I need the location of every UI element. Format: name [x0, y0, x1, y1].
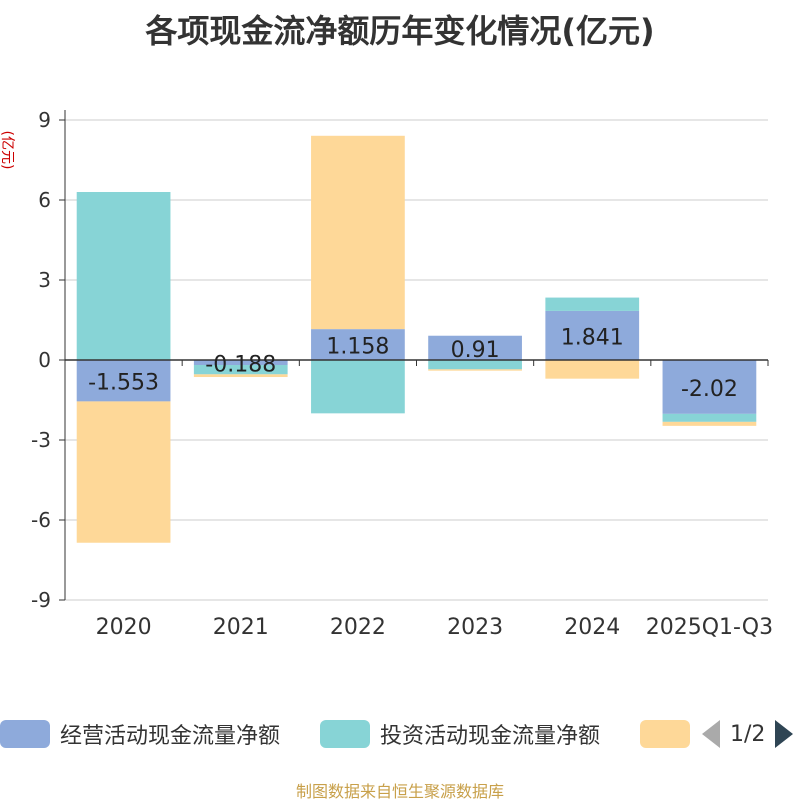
bar-series1-2025Q1-Q3 [662, 413, 757, 422]
bar-series0-2024 [545, 310, 640, 360]
data-source-note: 制图数据来自恒生聚源数据库 [295, 782, 504, 801]
data-label: -2.02 [681, 377, 738, 402]
chart-plot: 9 6 3 0 -3 -6 -9 2020 2021 2022 2023 2024 2025Q1-Q3 -… [31, 108, 773, 640]
data-label: -1.553 [88, 371, 159, 396]
bar-series0-2025Q1-Q3 [662, 360, 757, 414]
bar-series2-2023 [428, 369, 522, 371]
chart-title: 各项现金流净额历年变化情况(亿元) [145, 12, 655, 50]
y-tick-label: -6 [31, 508, 51, 532]
x-tick-label: 2024 [564, 615, 620, 640]
chevron-left-icon[interactable] [702, 720, 720, 748]
chevron-right-icon[interactable] [775, 720, 794, 748]
y-tick-label: 6 [38, 188, 51, 212]
y-tick-label: 3 [38, 268, 51, 292]
legend-pager: 1/2 [702, 716, 794, 752]
bar-series1-2024 [545, 297, 640, 311]
bar-series0-2022 [311, 329, 405, 360]
x-tick-label: 2023 [447, 615, 503, 640]
legend-swatch-investing [320, 720, 370, 748]
bar-series2-2021 [193, 374, 288, 378]
data-label: 0.91 [451, 338, 500, 363]
data-label: -0.188 [205, 353, 276, 378]
bar-series2-2020 [76, 401, 171, 543]
bar-series2-2022 [311, 135, 405, 330]
legend-item-investing[interactable]: 投资活动现金流量净额 [320, 716, 600, 752]
legend-swatch-third [640, 720, 690, 748]
y-tick-label: -3 [31, 428, 51, 452]
legend-label-operating: 经营活动现金流量净额 [60, 724, 281, 749]
bar-series1-2020 [76, 192, 171, 360]
x-tick-label: 2022 [330, 615, 386, 640]
x-tick-label: 2025Q1-Q3 [646, 615, 773, 640]
legend-label-investing: 投资活动现金流量净额 [380, 724, 601, 749]
bar-series1-2023 [428, 360, 522, 370]
legend-page-indicator: 1/2 [730, 721, 766, 747]
data-label: 1.841 [561, 325, 624, 350]
y-tick-label: -9 [31, 588, 51, 612]
bar-series0-2021 [193, 360, 288, 366]
y-tick-label: 0 [38, 348, 51, 372]
bar-series2-2024 [545, 360, 640, 379]
legend-item-operating[interactable]: 经营活动现金流量净额 [0, 716, 280, 752]
bar-series2-2025Q1-Q3 [662, 421, 757, 426]
bar-series1-2021 [193, 365, 288, 375]
bar-series0-2023 [428, 335, 522, 360]
bar-series0-2020 [76, 360, 171, 402]
legend-item-third[interactable] [640, 716, 690, 752]
legend: 经营活动现金流量净额 投资活动现金流量净额 1/2 [0, 716, 800, 752]
x-tick-label: 2021 [213, 615, 269, 640]
bar-series1-2022 [311, 360, 405, 414]
data-label: 1.158 [326, 335, 389, 360]
legend-swatch-operating [0, 720, 50, 748]
y-tick-label: 9 [38, 108, 51, 132]
x-tick-label: 2020 [96, 615, 152, 640]
